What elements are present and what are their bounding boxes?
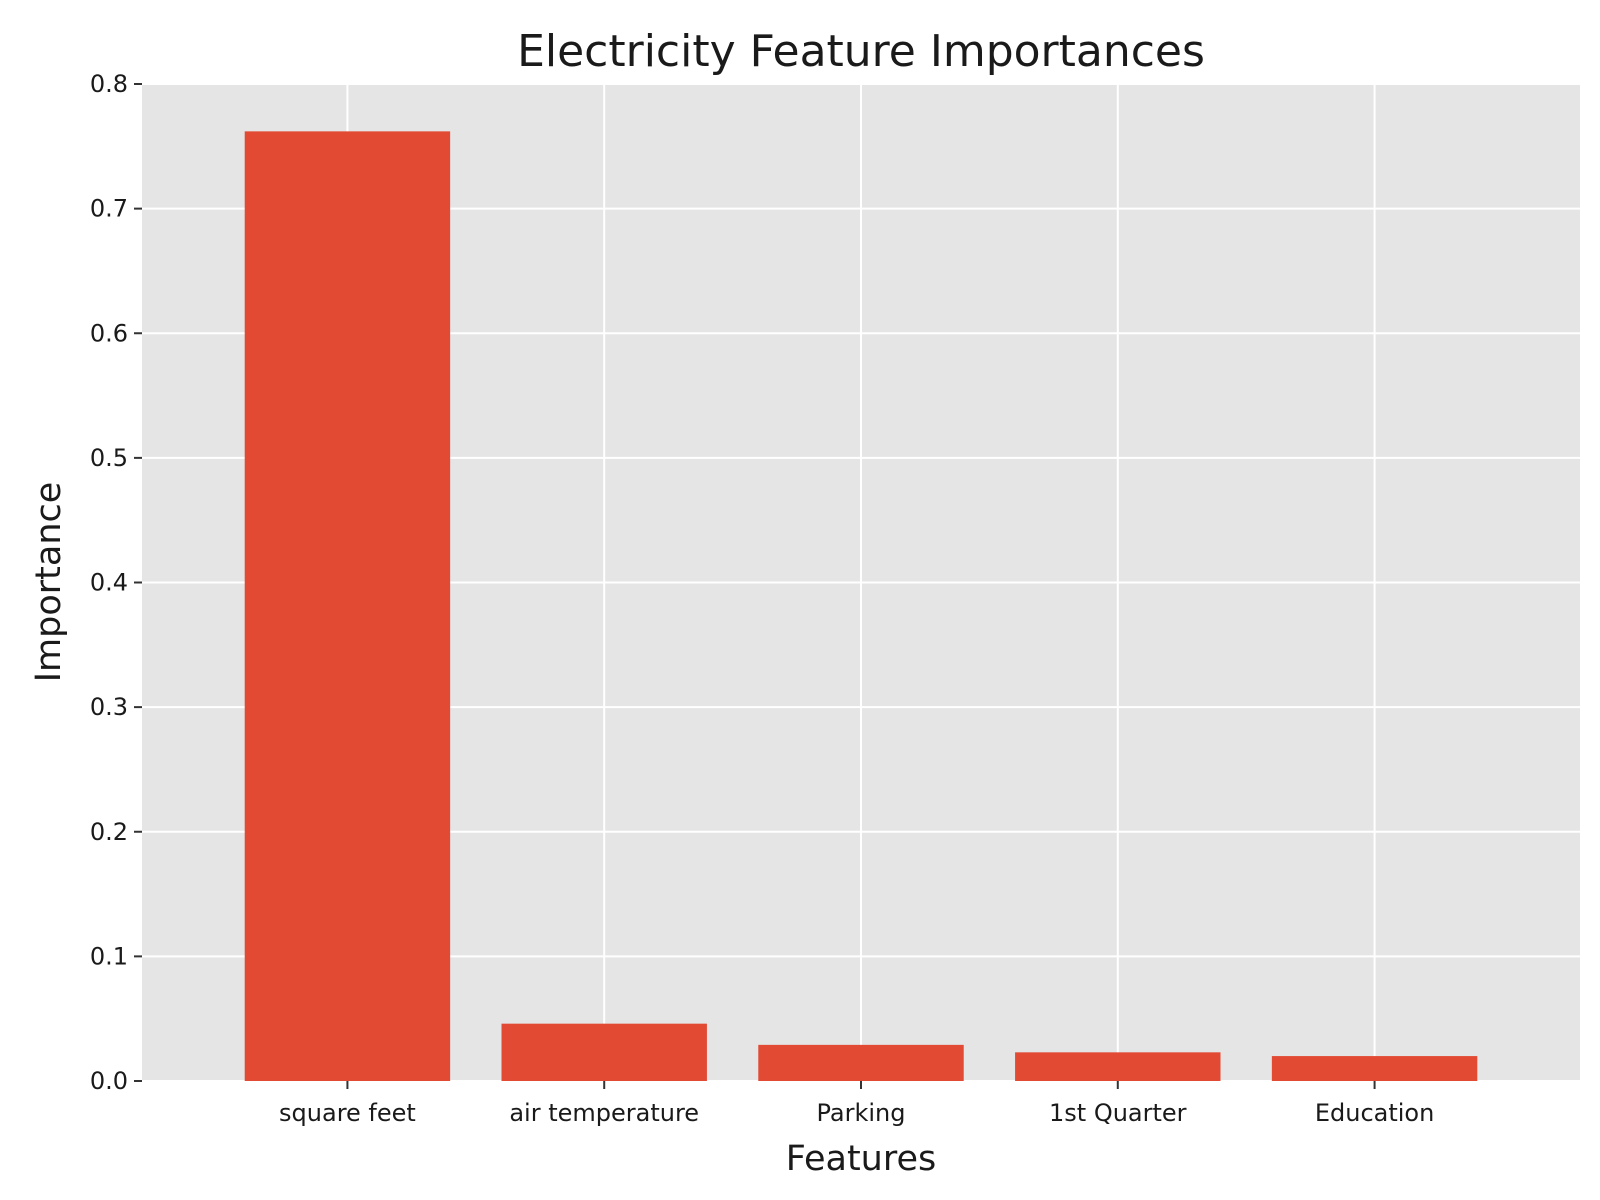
bar-parking <box>758 1044 964 1081</box>
chart-title: Electricity Feature Importances <box>517 26 1205 77</box>
bar-education <box>1271 1056 1478 1081</box>
x-tick-label: 1st Quarter <box>1049 1099 1187 1127</box>
bar-1st-quarter <box>1015 1052 1221 1081</box>
y-tick-label: 0.6 <box>90 319 128 347</box>
x-axis-label: Features <box>786 1139 937 1179</box>
x-tick-label: square feet <box>279 1099 416 1127</box>
y-tick-label: 0.2 <box>90 818 128 846</box>
y-tick-label: 0.3 <box>90 693 128 721</box>
y-tick-label: 0.1 <box>90 942 128 970</box>
y-tick-label: 0.5 <box>90 444 128 472</box>
bar-air-temperature <box>501 1023 707 1081</box>
x-tick-label: Education <box>1315 1099 1434 1127</box>
y-tick-label: 0.8 <box>90 70 128 98</box>
y-axis-label: Importance <box>29 482 69 683</box>
x-tick-label: Parking <box>817 1099 906 1127</box>
x-tick-label: air temperature <box>509 1099 699 1127</box>
x-axis-ticks: square feet air temperature Parking 1st Qua… <box>279 1081 1434 1127</box>
bar-square-feet <box>244 131 451 1082</box>
y-tick-label: 0.4 <box>90 569 128 597</box>
y-tick-label: 0.7 <box>90 195 128 223</box>
bars <box>244 131 1478 1082</box>
y-axis-ticks: 0.0 0.1 0.2 0.3 0.4 0.5 0.6 0.7 0.8 <box>90 70 142 1095</box>
y-tick-label: 0.0 <box>90 1067 128 1095</box>
